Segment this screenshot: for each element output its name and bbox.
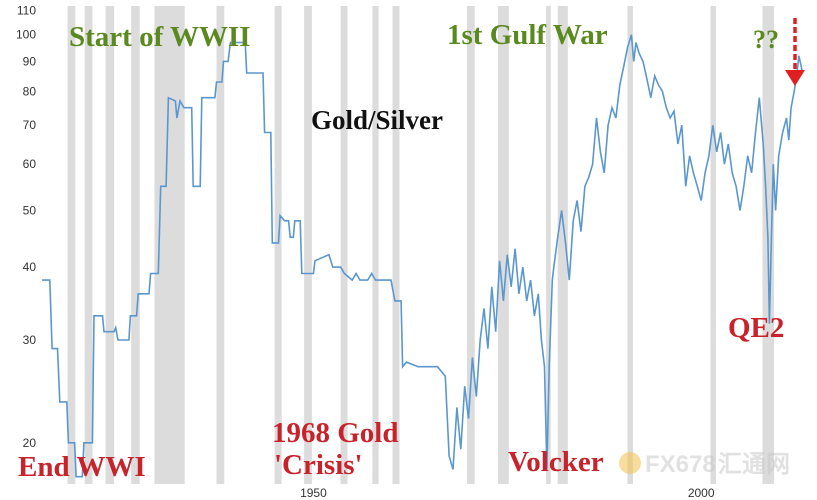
shaded-period-7 bbox=[304, 6, 312, 484]
annotation-gulf-war: 1st Gulf War bbox=[447, 19, 608, 51]
y-tick-label: 80 bbox=[23, 84, 37, 98]
x-tick-label: 2000 bbox=[688, 486, 715, 500]
annotation-volcker: Volcker bbox=[508, 446, 604, 478]
annotation-qe2: QE2 bbox=[728, 312, 784, 344]
shaded-period-14 bbox=[557, 6, 568, 484]
shaded-period-5 bbox=[216, 6, 225, 484]
shaded-period-9 bbox=[372, 6, 379, 484]
y-tick-label: 40 bbox=[23, 260, 37, 274]
shaded-period-3 bbox=[131, 6, 140, 484]
shaded-periods bbox=[67, 6, 775, 484]
shaded-period-1 bbox=[84, 6, 93, 484]
annotation-question-marks: ?? bbox=[753, 25, 779, 54]
shaded-period-10 bbox=[392, 6, 400, 484]
y-tick-label: 50 bbox=[23, 203, 37, 217]
shaded-period-11 bbox=[466, 6, 475, 484]
shaded-period-15 bbox=[627, 6, 633, 484]
shaded-period-13 bbox=[546, 6, 551, 484]
y-tick-label: 110 bbox=[17, 4, 36, 18]
y-tick-label: 20 bbox=[23, 436, 37, 450]
annotation-end-wwi: End WWI bbox=[18, 451, 146, 483]
y-tick-label: 60 bbox=[23, 157, 37, 171]
shaded-period-0 bbox=[67, 6, 76, 484]
annotation-start-wwii: Start of WWII bbox=[69, 21, 251, 53]
shaded-period-2 bbox=[105, 6, 115, 484]
watermark: FX678 汇通网 bbox=[619, 451, 790, 478]
annotation-crisis: 'Crisis' bbox=[274, 449, 363, 481]
watermark-subtext: 汇通网 bbox=[718, 451, 790, 478]
x-tick-label: 1950 bbox=[300, 486, 327, 500]
annotation-1968-gold: 1968 Gold bbox=[272, 417, 399, 449]
x-axis-ticks: 1950 2000 bbox=[300, 486, 715, 500]
shaded-period-8 bbox=[340, 6, 348, 484]
chart-title: Gold/Silver bbox=[311, 105, 443, 135]
watermark-text: FX678 bbox=[645, 451, 716, 478]
shaded-period-12 bbox=[498, 6, 509, 484]
shaded-period-16 bbox=[710, 6, 716, 484]
down-arrow-icon bbox=[785, 18, 805, 86]
y-tick-label: 30 bbox=[23, 333, 37, 347]
y-tick-label: 90 bbox=[23, 54, 37, 68]
shaded-period-6 bbox=[274, 6, 282, 484]
y-tick-label: 70 bbox=[23, 118, 37, 132]
y-tick-label: 100 bbox=[16, 28, 36, 42]
y-axis-ticks: 20 30 40 50 60 70 80 90 100 110 bbox=[16, 4, 36, 450]
ratio-series-line bbox=[42, 34, 803, 478]
